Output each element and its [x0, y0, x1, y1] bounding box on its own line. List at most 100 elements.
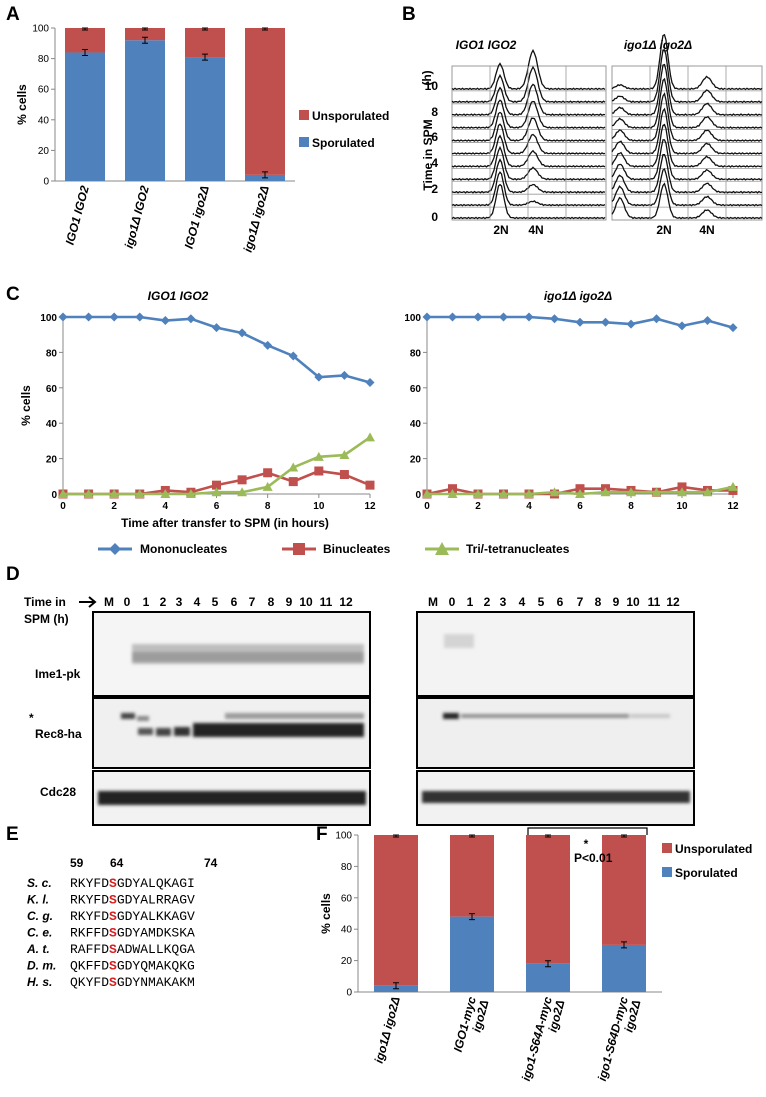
bar-sporulated — [185, 57, 225, 181]
facs-ytick: 2 — [431, 182, 438, 196]
data-point-mononucleates — [677, 321, 687, 331]
legend-swatch-unsporulated — [662, 843, 672, 853]
data-point-mononucleates — [212, 323, 221, 333]
data-point-tri-tetranucleates — [600, 487, 611, 497]
significance-p-value: P<0.01 — [574, 851, 613, 865]
data-point-binucleates — [677, 482, 687, 492]
lane-label: 5 — [212, 595, 219, 609]
y-tick-label: 80 — [410, 348, 422, 359]
sequence-suffix: GDYAMDKSKA — [117, 926, 195, 941]
species-label: K. l. — [27, 893, 49, 907]
panel-c-legend: Mononucleates Binucleates Tri/-tetranucl… — [98, 542, 570, 556]
data-point-mononucleates — [109, 312, 119, 322]
facs-trace — [611, 92, 763, 142]
data-point-binucleates — [263, 468, 273, 478]
arrow-right-icon — [79, 596, 97, 608]
panel-label-a: A — [6, 4, 20, 25]
facs-trace — [611, 33, 763, 91]
sequence-suffix: GDYNMAKAKM — [117, 975, 195, 990]
panel-c-xlabel: Time after transfer to SPM (in hours) — [121, 516, 329, 530]
x-tick-label: 8 — [265, 501, 271, 512]
data-point-tri-tetranucleates — [626, 487, 636, 497]
facs-trace — [611, 123, 763, 168]
y-tick-label: 60 — [38, 85, 50, 96]
error-bar — [469, 834, 475, 838]
lane-label: 12 — [666, 595, 680, 609]
y-tick-label: 40 — [46, 419, 58, 430]
y-tick-label: 60 — [410, 384, 422, 395]
data-point-binucleates — [575, 484, 585, 494]
lane-label: 9 — [286, 595, 293, 609]
data-point-mononucleates — [448, 312, 457, 322]
lane-label: M — [104, 595, 114, 609]
y-axis-label: % cells — [19, 385, 33, 426]
lane-label: 4 — [194, 595, 201, 609]
legend-label-sporulated: Sporulated — [675, 866, 738, 880]
sequence: RKYFDSGDYALRRAGV — [70, 893, 195, 908]
y-tick-label: 80 — [341, 862, 353, 873]
data-point-mononucleates — [339, 370, 349, 380]
y-tick-label: 100 — [404, 313, 421, 324]
legend-marker-triangle — [435, 542, 449, 555]
facs-trace — [611, 107, 763, 155]
data-point-mononucleates — [135, 312, 145, 322]
facs-trace — [451, 65, 606, 104]
lane-label: 1 — [143, 595, 150, 609]
data-point-mononucleates — [237, 328, 247, 338]
panel-a-legend: Unsporulated Sporulated — [299, 109, 389, 150]
facs-ylabel: Time in SPM — [421, 119, 435, 190]
error-bar — [202, 53, 208, 61]
significance-bracket — [527, 827, 648, 835]
x-category-label-line: igo1Δ IGO2 — [122, 184, 152, 250]
panel-label-c: C — [6, 284, 20, 305]
x-tick-label: 8 — [628, 501, 634, 512]
facs-ytick: 0 — [431, 210, 438, 224]
lane-label: 3 — [500, 595, 507, 609]
data-point-tri-tetranucleates — [651, 487, 662, 497]
x-tick-label: 6 — [577, 501, 583, 512]
facs-trace — [611, 63, 762, 117]
facs-trace — [451, 111, 606, 142]
legend-label-sporulated: Sporulated — [312, 136, 375, 150]
sequence-prefix: QKYFD — [70, 975, 109, 990]
blot-asterisk: * — [29, 711, 34, 725]
lane-label: 7 — [249, 595, 256, 609]
data-point-tri-tetranucleates — [339, 450, 350, 460]
x-tick-label: 10 — [313, 501, 325, 512]
data-point-tri-tetranucleates — [549, 487, 560, 497]
sequence-prefix: RAFFD — [70, 942, 109, 957]
lane-label: 9 — [613, 595, 620, 609]
y-tick-label: 100 — [32, 24, 49, 35]
lane-labels-left: M 0 1 2 3 4 5 6 7 8 9 10 11 12 — [104, 595, 353, 609]
facs-histogram-right — [611, 33, 763, 221]
error-bar — [142, 27, 148, 31]
data-point-tri-tetranucleates — [185, 489, 196, 498]
error-bar — [621, 834, 627, 838]
error-bar — [545, 834, 551, 838]
data-point-tri-tetranucleates — [422, 489, 432, 498]
data-point-mononucleates — [84, 312, 94, 322]
species-label: A. t. — [26, 942, 50, 956]
bar-unsporulated — [526, 835, 570, 964]
x-tick-label: 12 — [727, 501, 739, 512]
facs-trace — [451, 48, 606, 91]
x-category-label: IGO1 igo2Δ — [182, 184, 212, 250]
y-tick-label: 0 — [51, 490, 57, 501]
legend-swatch-sporulated — [299, 137, 309, 147]
facs-trace — [451, 134, 606, 168]
blot-time-header-unit: SPM (h) — [24, 612, 69, 626]
x-category-label-line: igo1-S64D-myc — [595, 995, 631, 1083]
data-point-binucleates — [314, 466, 324, 476]
y-axis-label: % cells — [319, 893, 333, 934]
panel-label-b: B — [402, 4, 416, 25]
facs-trace — [451, 99, 606, 130]
x-category-label: igo1Δ igo2Δ — [241, 184, 272, 254]
x-category-label: IGO1 IGO2 — [63, 184, 92, 247]
lane-label: 11 — [320, 595, 333, 609]
x-tick-label: 12 — [364, 501, 376, 512]
bar-unsporulated — [374, 835, 418, 986]
data-point-tri-tetranucleates — [498, 489, 509, 498]
y-tick-label: 0 — [415, 490, 421, 501]
error-bar — [393, 982, 399, 990]
x-tick-label: 4 — [526, 501, 532, 512]
